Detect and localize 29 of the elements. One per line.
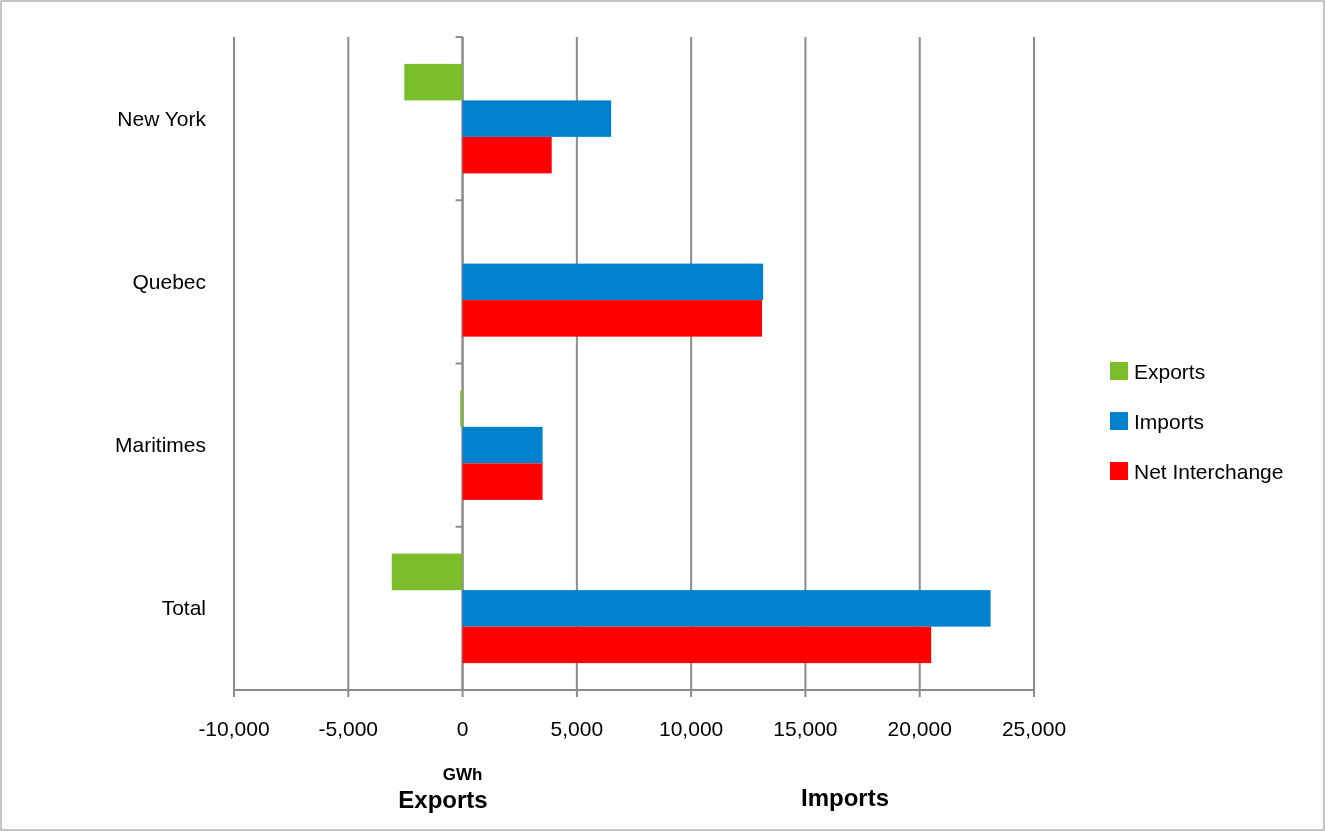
bar	[460, 390, 463, 427]
bar	[462, 463, 543, 500]
legend-label: Net Interchange	[1134, 460, 1284, 483]
bar	[462, 590, 991, 627]
text: Imports	[800, 784, 890, 811]
bar	[462, 100, 612, 137]
x-tick-label: 5,000	[550, 717, 604, 740]
bar	[391, 553, 463, 591]
x-tick-label: 25,000	[1001, 717, 1067, 740]
legend-label: Exports	[1134, 360, 1206, 383]
x-tick-label: 20,000	[887, 717, 952, 740]
y-tick-label: New York	[117, 106, 207, 130]
bar	[404, 63, 463, 101]
y-tick-label: Maritimes	[114, 433, 206, 457]
x-tick-label: 10,000	[659, 717, 724, 740]
legend-label: Imports	[1134, 410, 1205, 433]
x-tick-label: -5,000	[318, 717, 379, 740]
x-tick-label: 15,000	[773, 717, 838, 740]
x-tick-label: 0	[456, 717, 469, 740]
x-tick-label: -10,000	[198, 717, 270, 740]
bar	[462, 136, 552, 174]
text: Exports	[398, 786, 488, 813]
bar	[462, 426, 543, 464]
x-axis-title: GWh	[442, 765, 483, 784]
bar	[462, 626, 932, 664]
y-tick-label: Total	[161, 596, 206, 620]
y-tick-label: Quebec	[132, 269, 206, 293]
bar	[462, 263, 764, 301]
bar	[462, 300, 762, 337]
